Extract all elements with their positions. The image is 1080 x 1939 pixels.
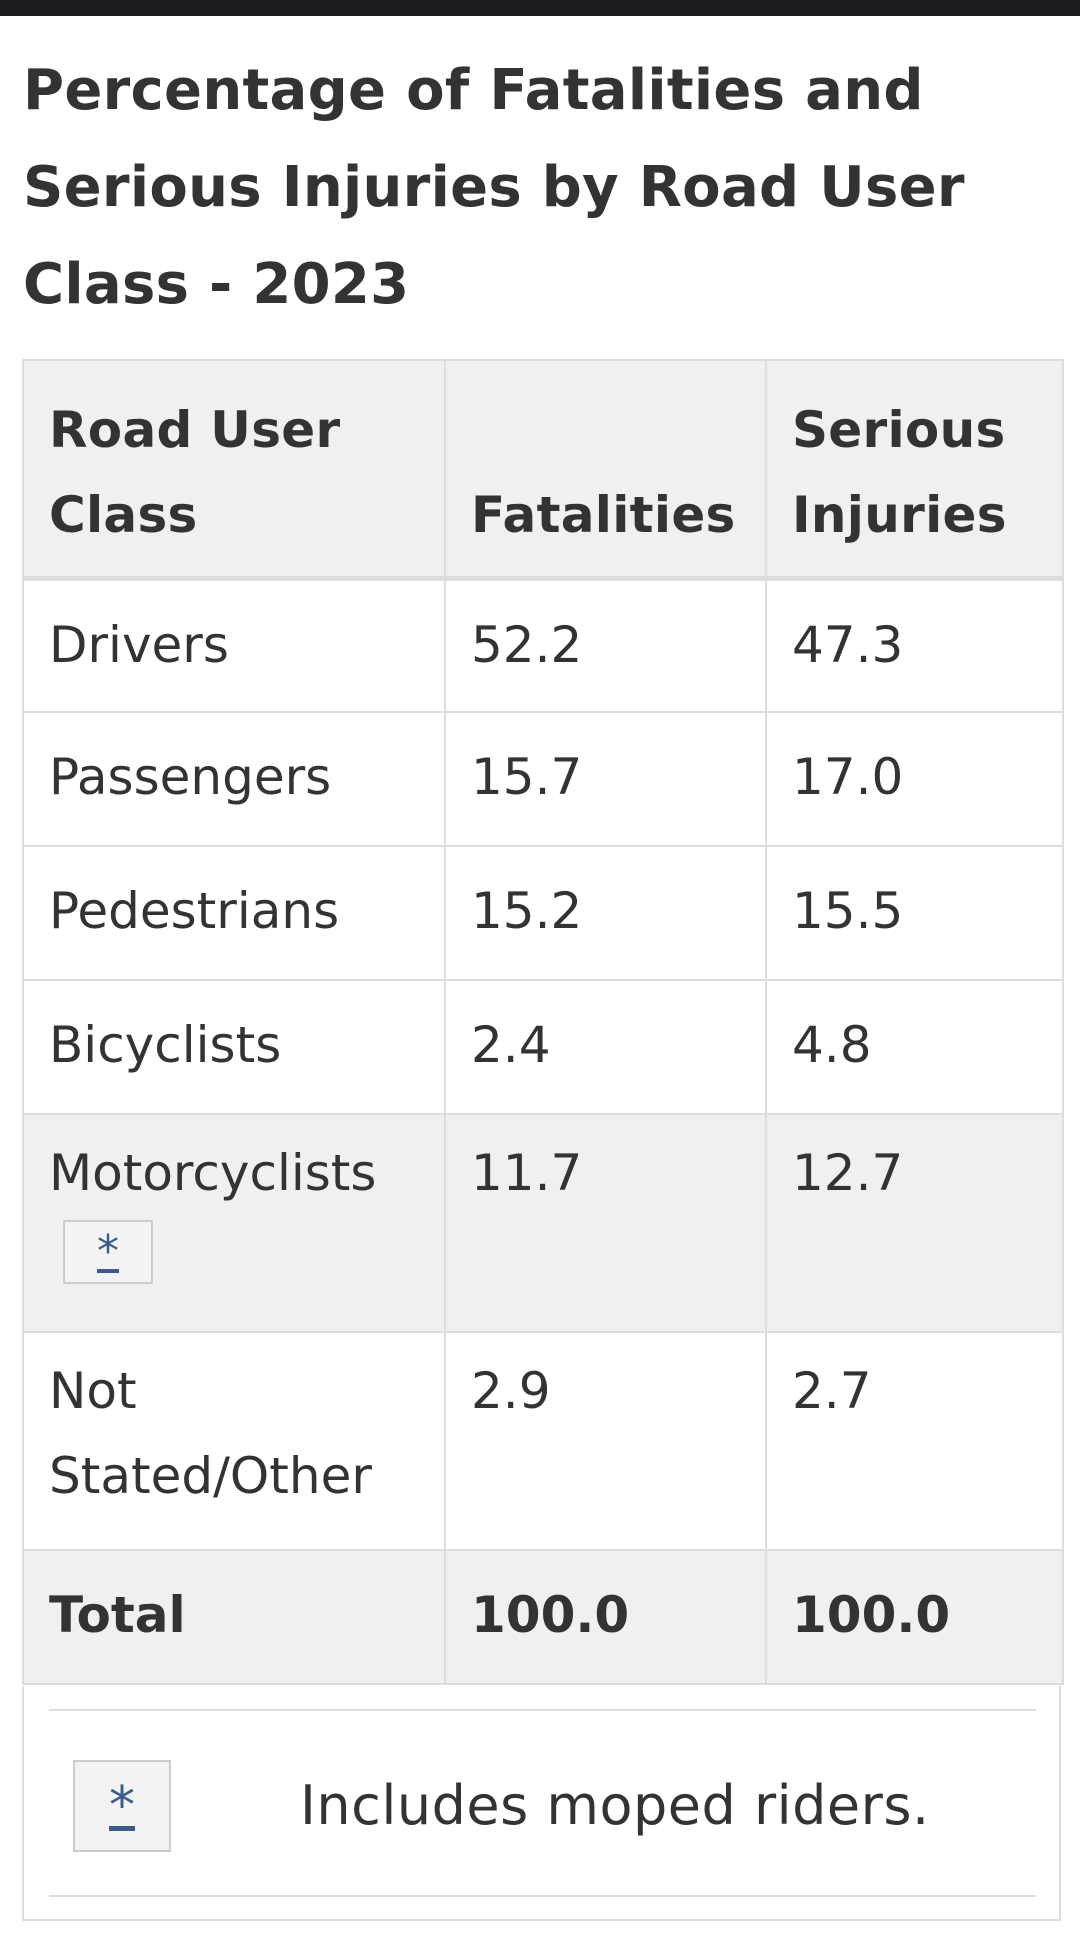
data-table: Road User Class Fatalities Serious Injur… — [22, 359, 1064, 1685]
page-title: Percentage of Fatalities and Serious Inj… — [23, 58, 965, 317]
cell-road-user-class: Drivers — [22, 577, 446, 713]
cell-serious-injuries: 12.7 — [765, 1113, 1064, 1333]
top-bar — [0, 0, 1080, 16]
cell-total-label: Total — [22, 1549, 446, 1685]
column-header-serious-injuries: Serious Injuries — [765, 359, 1064, 579]
cell-fatalities: 2.4 — [444, 979, 767, 1115]
table-total-row: Total 100.0 100.0 — [22, 1549, 1064, 1685]
cell-total-fatalities: 100.0 — [444, 1549, 767, 1685]
cell-fatalities: 15.2 — [444, 845, 767, 981]
footnote-divider-bottom — [49, 1895, 1036, 1897]
cell-road-user-class: Bicyclists — [22, 979, 446, 1115]
cell-fatalities: 52.2 — [444, 577, 767, 713]
cell-serious-injuries: 4.8 — [765, 979, 1064, 1115]
table-header-row: Road User Class Fatalities Serious Injur… — [22, 359, 1064, 579]
cell-road-user-class: Passengers — [22, 711, 446, 847]
cell-fatalities: 11.7 — [444, 1113, 767, 1333]
cell-road-user-class: Motorcyclists * — [22, 1113, 446, 1333]
table-row: Pedestrians 15.2 15.5 — [22, 845, 1064, 981]
column-header-fatalities: Fatalities — [444, 359, 767, 579]
cell-serious-injuries: 2.7 — [765, 1331, 1064, 1551]
footnote-marker-link[interactable]: * — [73, 1760, 171, 1852]
column-header-road-user-class: Road User Class — [22, 359, 446, 579]
cell-road-user-class: Pedestrians — [22, 845, 446, 981]
cell-total-serious-injuries: 100.0 — [765, 1549, 1064, 1685]
footnote-divider-top — [49, 1709, 1036, 1711]
footnote-section: * Includes moped riders. — [22, 1686, 1061, 1921]
cell-fatalities: 15.7 — [444, 711, 767, 847]
table-row: Drivers 52.2 47.3 — [22, 577, 1064, 713]
cell-fatalities: 2.9 — [444, 1331, 767, 1551]
table-row: Bicyclists 2.4 4.8 — [22, 979, 1064, 1115]
table-row: Motorcyclists * 11.7 12.7 — [22, 1113, 1064, 1333]
footnote-reference-link[interactable]: * — [63, 1220, 153, 1284]
cell-road-user-class: Not Stated/Other — [22, 1331, 446, 1551]
cell-serious-injuries: 15.5 — [765, 845, 1064, 981]
cell-road-user-class-text: Motorcyclists — [49, 1144, 377, 1202]
table-row: Not Stated/Other 2.9 2.7 — [22, 1331, 1064, 1551]
footnote-text: Includes moped riders. — [300, 1774, 930, 1837]
cell-serious-injuries: 47.3 — [765, 577, 1064, 713]
table-row: Passengers 15.7 17.0 — [22, 711, 1064, 847]
cell-serious-injuries: 17.0 — [765, 711, 1064, 847]
